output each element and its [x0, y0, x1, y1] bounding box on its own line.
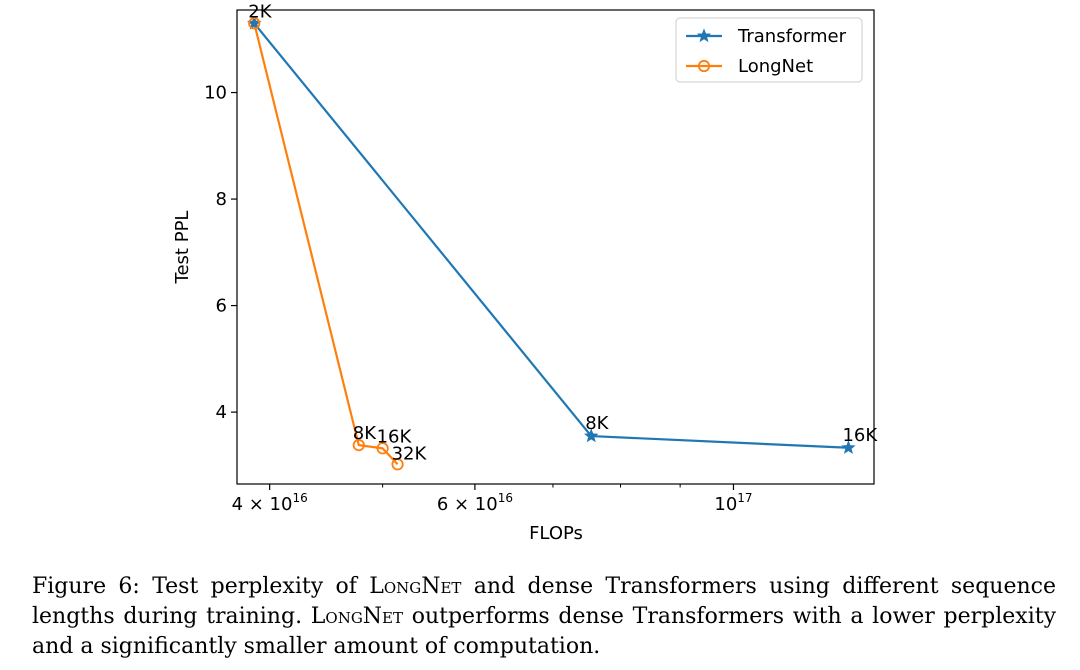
circle-marker: [248, 17, 261, 30]
y-tick-label: 6: [216, 296, 227, 317]
point-label: 8K: [353, 423, 377, 444]
y-tick-label: 10: [204, 83, 227, 104]
point-label: 16K: [377, 426, 413, 447]
x-tick-label: 6 × 1016: [437, 491, 513, 515]
circle-marker: [352, 439, 365, 452]
circle-marker: [391, 458, 404, 471]
x-tick-label: 1017: [714, 491, 752, 515]
legend-label-transformer: Transformer: [737, 26, 847, 47]
figure-caption: Figure 6: Test perplexity of LongNet and…: [32, 572, 1056, 662]
star-marker: [583, 428, 599, 443]
point-label: 2K: [248, 1, 272, 22]
axes-ticks: 4 6 8 10 4 × 1016 6 × 1016 1017: [204, 83, 752, 515]
caption-lead: Figure 6: Test perplexity of: [32, 574, 370, 599]
legend-box: [675, 17, 863, 83]
circle-marker: [697, 59, 711, 73]
caption-longnet-name: LongNet: [369, 574, 462, 599]
plot-frame: [236, 9, 875, 485]
y-tick-label: 8: [216, 189, 227, 210]
y-tick-label: 4: [216, 402, 227, 423]
x-axis-label: FLOPs: [529, 523, 583, 544]
y-axis-label: Test PPL: [172, 211, 193, 285]
circle-marker: [376, 442, 389, 455]
legend-marker-transformer: [696, 28, 712, 43]
legend: Transformer LongNet: [675, 17, 863, 83]
caption-longnet-name: LongNet: [310, 604, 403, 629]
legend-label-longnet: LongNet: [738, 56, 813, 77]
x-tick-label: 4 × 1016: [232, 491, 308, 515]
point-label: 16K: [842, 425, 878, 446]
point-label: 8K: [585, 413, 609, 434]
star-marker: [696, 28, 712, 43]
caption-middle: and dense Transformers using different s…: [32, 574, 1056, 629]
star-marker: [841, 440, 856, 454]
caption-tail: outperforms dense Transformers with a lo…: [32, 604, 1056, 659]
series-line-longnet: [253, 23, 399, 466]
legend-marker-longnet: [697, 59, 711, 73]
point-label: 32K: [392, 443, 428, 464]
